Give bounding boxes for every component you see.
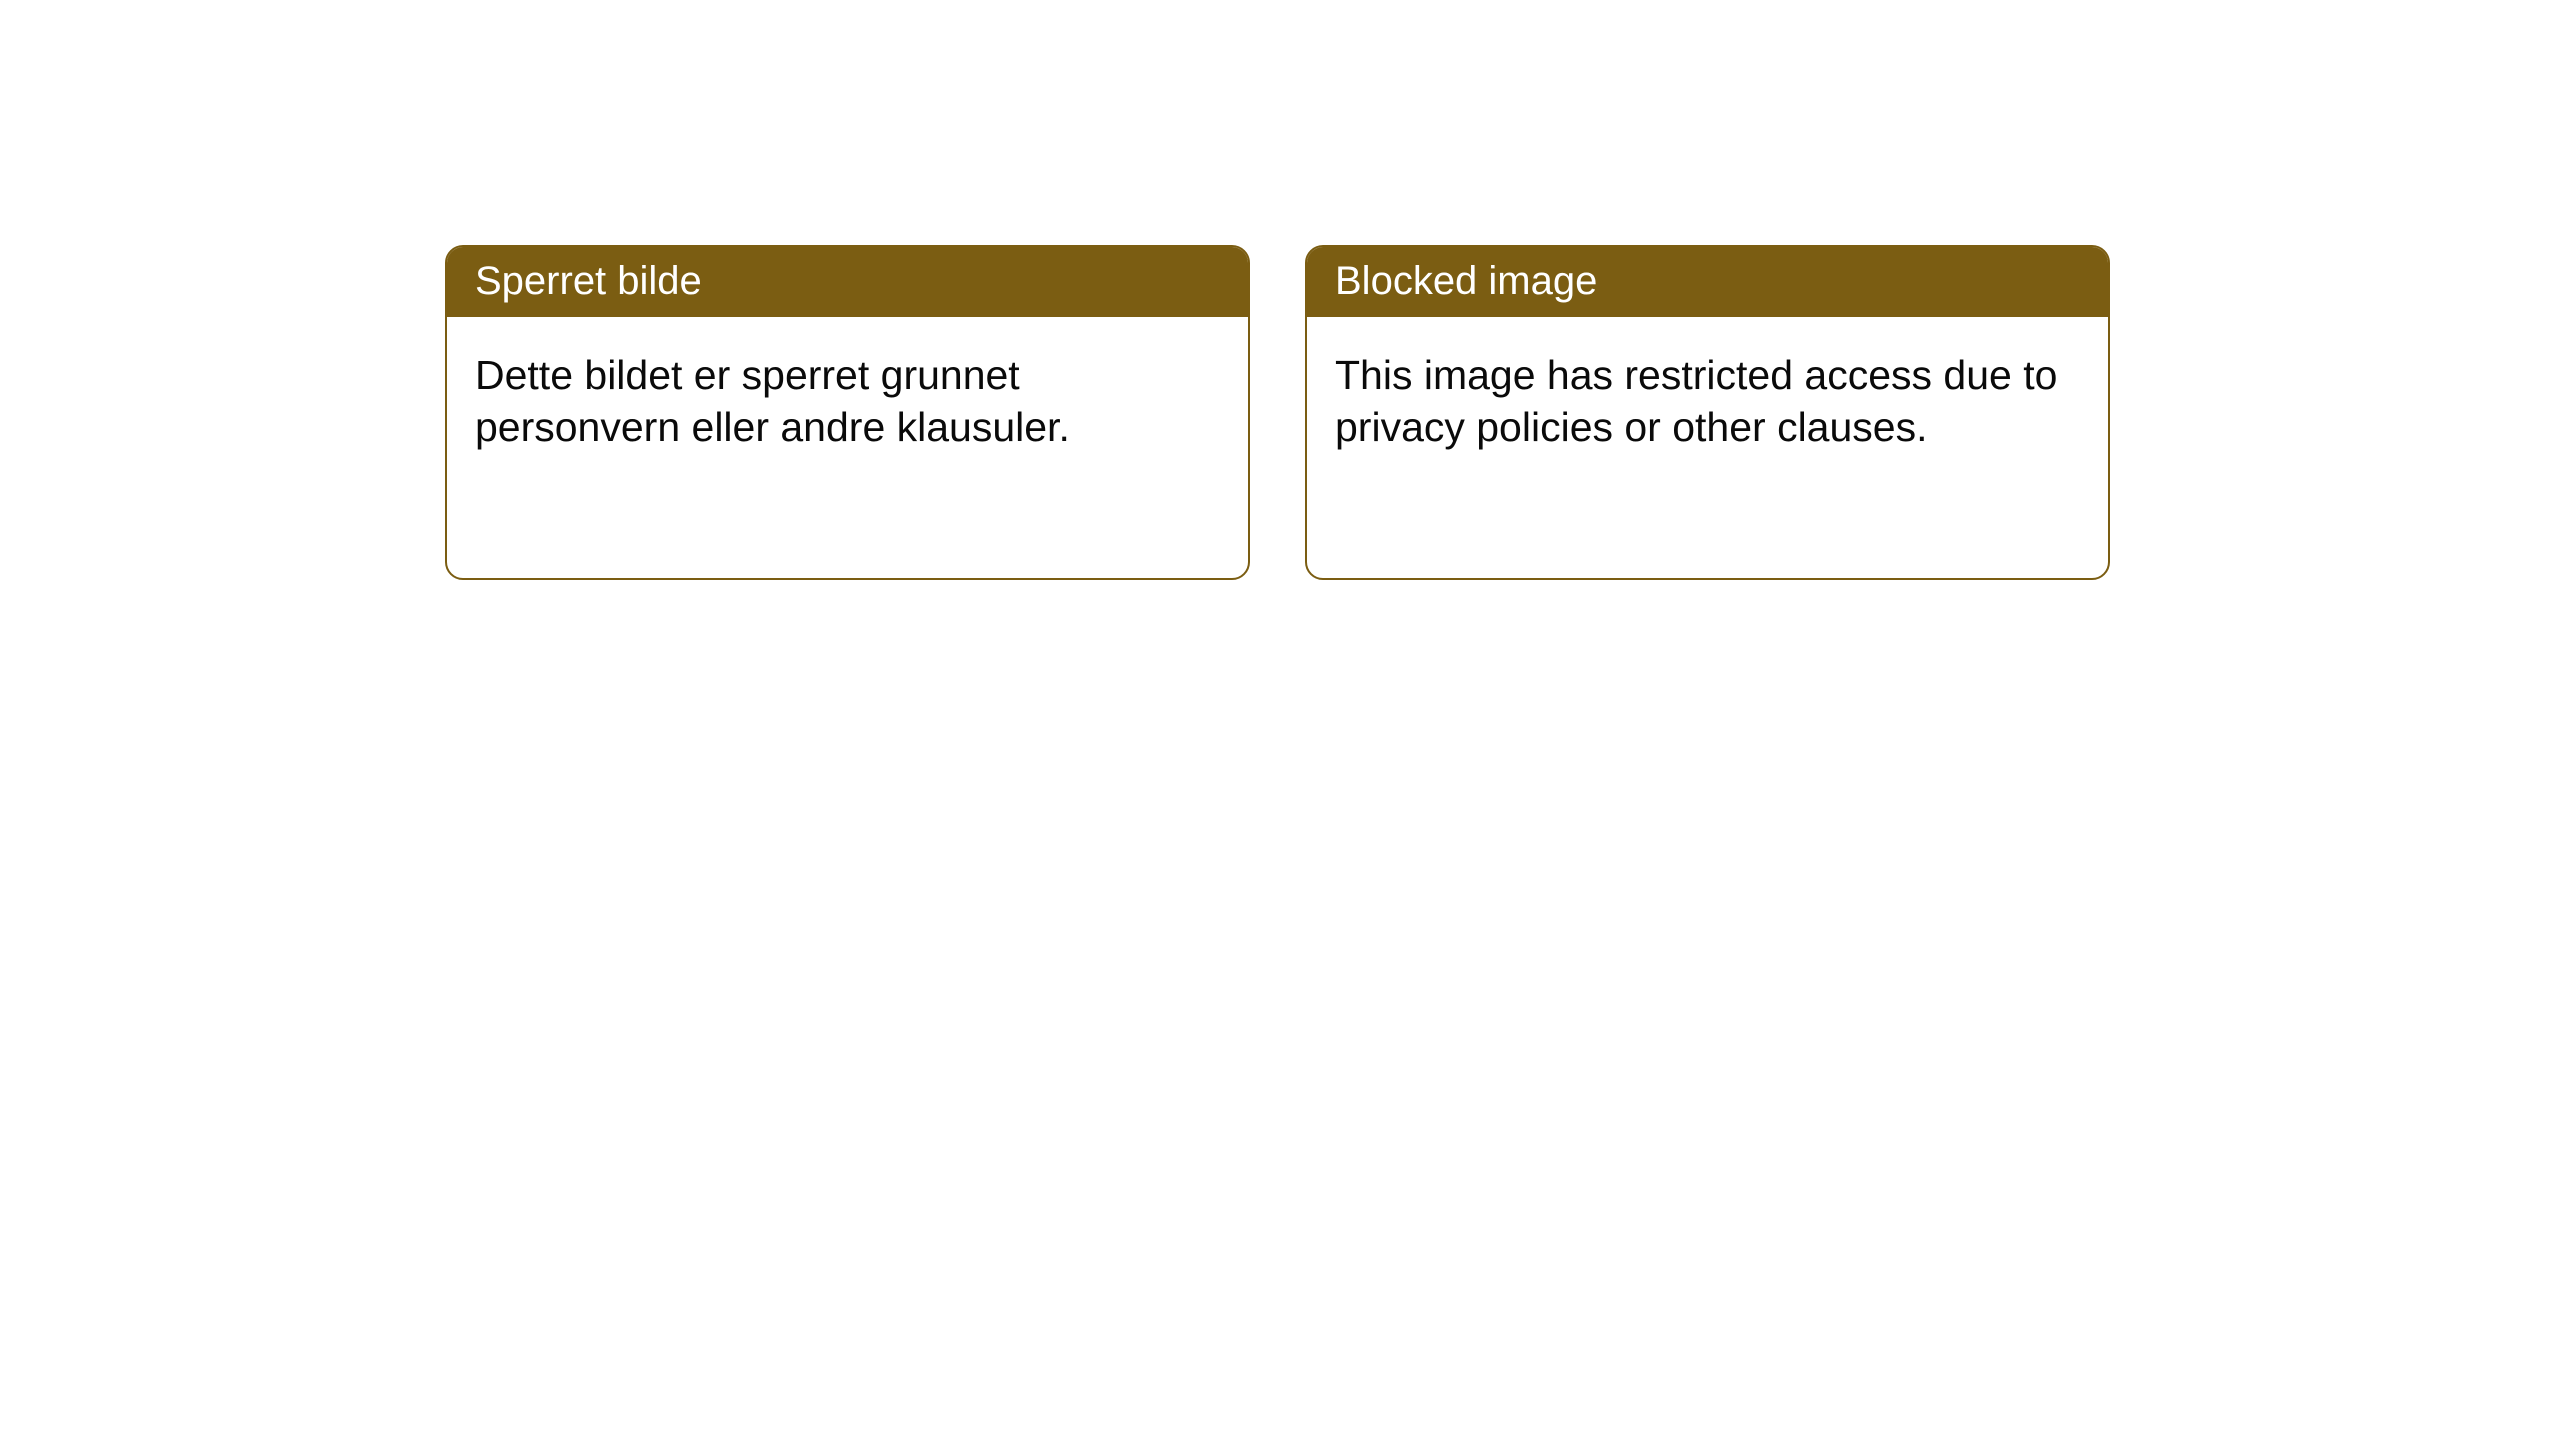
notice-body-no: Dette bildet er sperret grunnet personve… — [447, 317, 1248, 486]
notice-title-en: Blocked image — [1307, 247, 2108, 317]
notice-card-en: Blocked image This image has restricted … — [1305, 245, 2110, 580]
notice-body-en: This image has restricted access due to … — [1307, 317, 2108, 486]
notice-container: Sperret bilde Dette bildet er sperret gr… — [445, 245, 2110, 580]
notice-title-no: Sperret bilde — [447, 247, 1248, 317]
notice-card-no: Sperret bilde Dette bildet er sperret gr… — [445, 245, 1250, 580]
